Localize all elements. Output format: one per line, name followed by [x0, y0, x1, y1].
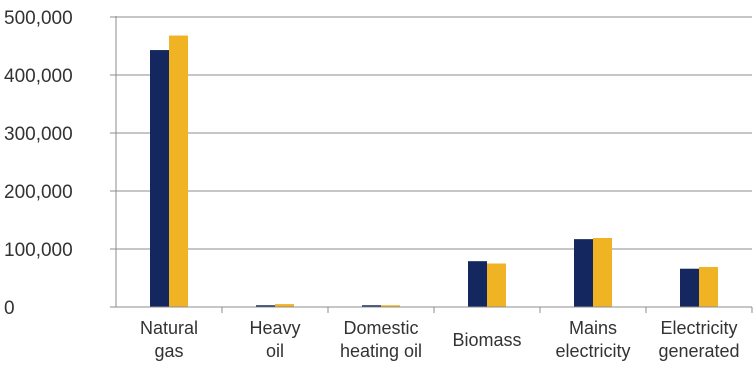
y-tick-label: 500,000 — [4, 8, 73, 29]
x-category-label: gas — [154, 341, 183, 361]
bar-series-2 — [593, 237, 612, 307]
y-tick-label: 400,000 — [4, 66, 73, 87]
y-tick-labels: 0 100,000 200,000 300,000 400,000 500,000 — [4, 8, 73, 319]
x-category-label: heating oil — [340, 341, 422, 361]
x-category-label: electricity — [555, 341, 630, 361]
x-category-label: generated — [658, 341, 739, 361]
x-category-label: Mains — [569, 318, 617, 338]
bar-series-1 — [256, 305, 275, 307]
y-tick-label: 300,000 — [4, 124, 73, 145]
x-category-label: Natural — [140, 318, 198, 338]
x-category-label: oil — [266, 341, 284, 361]
x-category-label: Biomass — [452, 330, 521, 350]
y-tick-label: 200,000 — [4, 182, 73, 203]
bar-series-2 — [699, 266, 718, 307]
bar-series-1 — [680, 268, 699, 307]
bars — [150, 35, 718, 308]
axes — [110, 16, 753, 313]
y-tick-label: 0 — [4, 298, 15, 319]
bar-series-2 — [487, 263, 506, 307]
bar-series-1 — [362, 305, 381, 307]
gridlines — [116, 16, 752, 250]
bar-series-1 — [574, 239, 593, 307]
bar-series-2 — [169, 35, 188, 308]
x-category-labels: Natural gas Heavy oil Domestic heating oil Bio… — [140, 318, 740, 361]
bar-series-1 — [150, 50, 169, 308]
x-category-label: Heavy — [249, 318, 300, 338]
y-tick-label: 100,000 — [4, 240, 73, 261]
bar-series-2 — [381, 305, 400, 307]
bar-series-2 — [275, 304, 294, 307]
bar-series-1 — [468, 261, 487, 307]
x-category-label: Domestic — [343, 318, 418, 338]
x-category-label: Electricity — [660, 318, 737, 338]
